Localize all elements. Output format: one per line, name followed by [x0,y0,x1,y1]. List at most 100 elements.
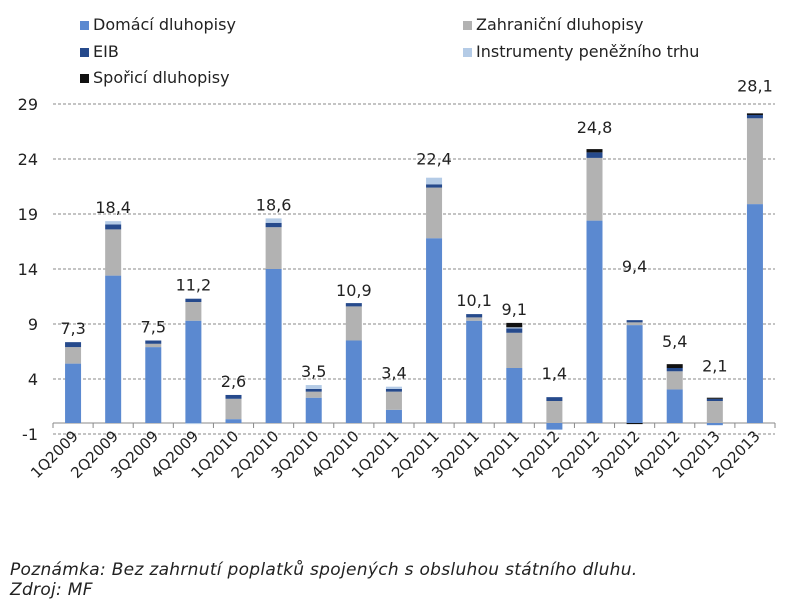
legend-swatch [80,48,89,57]
data-label: 24,8 [577,118,613,137]
bar-segment [305,385,322,389]
bar-segment [385,391,402,410]
bar-segment [626,320,643,323]
bar-segment [426,187,443,239]
bar-segment [65,342,82,348]
bar-segment [666,368,683,372]
data-label: 1,4 [542,364,567,383]
data-label: 2,1 [702,357,727,376]
bar-segment [185,320,202,423]
bar-segment [546,423,563,430]
bar-segment [426,184,443,188]
footnote-note: Poznámka: Bez zahrnutí poplatků spojenýc… [10,560,638,580]
data-label: 7,5 [141,318,166,337]
bar-segment [506,327,523,329]
data-label: 3,5 [301,362,326,381]
bar-segment [666,389,683,423]
data-label: 2,6 [221,372,246,391]
bar-segment [65,363,82,423]
bar-segment [706,398,723,401]
bar-segment [426,238,443,423]
y-tick-label: 24 [18,150,38,169]
bar-segment [666,364,683,368]
y-tick-label: 29 [18,95,38,114]
legend-label: Zahraniční dluhopisy [476,15,643,34]
bar-segment [305,391,322,398]
legend-swatch [80,21,89,30]
legend-label: Spořicí dluhopisy [93,68,230,87]
data-label: 22,4 [416,150,452,169]
y-tick-label: 19 [18,205,38,224]
bar-segment [586,220,603,423]
data-label: 5,4 [662,332,687,351]
bar-segment [145,343,162,348]
data-label: 10,9 [336,281,372,300]
bar-segment [746,204,763,423]
data-label: 11,2 [176,276,212,295]
bar-segment [345,340,362,423]
footnote-source: Zdroj: MF [10,580,93,600]
bar-segment [185,298,202,302]
y-tick-label: -1 [22,425,38,444]
bar-segment [506,368,523,423]
bar-segment [466,314,483,318]
legend-label: EIB [93,42,119,61]
bar-segment [385,386,402,389]
bar-segment [506,322,523,328]
data-label: 9,1 [502,300,527,319]
y-tick-label: 14 [18,260,38,279]
bar-segment [546,397,563,401]
bar-segment [666,371,683,390]
bar-segment [586,149,603,153]
bar-segment [626,322,643,326]
data-label: 9,4 [622,257,647,276]
bar-segment [265,269,282,423]
stacked-bar-chart: -149141924297,31Q200918,42Q20097,53Q2009… [18,15,776,482]
bar-segment [225,398,242,420]
bar-segment [185,302,202,321]
y-tick-label: 4 [28,370,38,389]
bar-segment [626,423,643,425]
bar-segment [746,118,763,205]
bar-segment [305,397,322,423]
bar-segment [305,388,322,392]
bar-segment [385,388,402,392]
bar-segment [185,423,202,425]
bar-segment [586,157,603,221]
bar-segment [466,317,483,321]
bar-segment [546,401,563,423]
legend-label: Instrumenty peněžního trhu [476,42,699,61]
bar-segment [225,394,242,399]
bar-segment [345,306,362,341]
data-label: 7,3 [60,319,85,338]
bar-segment [586,152,603,158]
bar-segment [385,409,402,423]
bar-segment [345,303,362,307]
bar-segment [466,320,483,423]
bar-segment [105,221,122,225]
bar-segment [105,224,122,230]
bar-segment [706,397,723,399]
data-label: 18,6 [256,195,292,214]
legend-swatch [463,21,472,30]
bar-segment [145,347,162,423]
bar-segment [105,275,122,423]
bar-segment [426,177,443,185]
bar-segment [265,218,282,223]
data-label: 3,4 [381,364,406,383]
bar-segment [626,325,643,423]
bar-segment [746,115,763,119]
bar-segment [105,229,122,276]
bar-segment [65,347,82,364]
bar-segment [265,222,282,228]
bar-segment [706,401,723,423]
data-label: 28,1 [737,76,773,95]
bar-segment [265,227,282,269]
bar-segment [225,419,242,423]
data-label: 18,4 [95,198,131,217]
y-tick-label: 9 [28,315,38,334]
legend-label: Domácí dluhopisy [93,15,236,34]
legend-swatch [80,74,89,83]
bar-segment [506,332,523,368]
